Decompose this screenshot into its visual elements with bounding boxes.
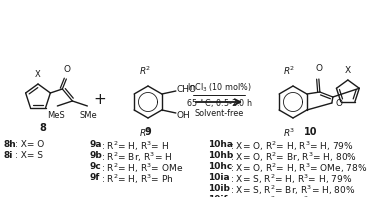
Text: : X= O, R$^2$= Br, R$^3$= H, 80%: : X= O, R$^2$= Br, R$^3$= H, 80%	[230, 151, 357, 164]
Text: 10if: 10if	[208, 195, 227, 197]
Text: Solvent-free: Solvent-free	[194, 109, 243, 117]
Text: 10ia: 10ia	[208, 173, 230, 182]
Text: : R$^2$= H, R$^3$= OMe: : R$^2$= H, R$^3$= OMe	[101, 162, 183, 175]
Text: 10hb: 10hb	[208, 151, 233, 160]
Text: 10ha: 10ha	[208, 140, 233, 149]
Text: O: O	[64, 65, 71, 74]
Text: 10hc: 10hc	[208, 162, 232, 171]
Text: : R$^2$= H, R$^3$= Ph: : R$^2$= H, R$^3$= Ph	[101, 173, 174, 186]
Text: SMe: SMe	[80, 111, 97, 120]
Text: $R^3$: $R^3$	[139, 127, 151, 139]
Text: 65 $^\circ$C, 0.5-2.0 h: 65 $^\circ$C, 0.5-2.0 h	[186, 97, 252, 109]
Text: 9b: 9b	[90, 151, 103, 160]
Text: 10ib: 10ib	[208, 184, 230, 193]
Text: 10: 10	[304, 127, 318, 137]
Text: CHO: CHO	[177, 85, 197, 94]
Text: 9f: 9f	[90, 173, 100, 182]
Text: $R^2$: $R^2$	[283, 65, 295, 77]
Text: 9a: 9a	[90, 140, 102, 149]
Text: 8i: 8i	[4, 151, 13, 160]
Text: InCl$_3$ (10 mol%): InCl$_3$ (10 mol%)	[187, 82, 251, 94]
Text: : R$^2$= H, R$^3$= H: : R$^2$= H, R$^3$= H	[101, 140, 169, 153]
Text: X: X	[345, 66, 351, 75]
Text: : X= O, R$^2$= H, R$^3$= OMe, 78%: : X= O, R$^2$= H, R$^3$= OMe, 78%	[230, 162, 367, 175]
Text: : X= S, R$^2$= Br, R$^3$= H, 80%: : X= S, R$^2$= Br, R$^3$= H, 80%	[230, 184, 356, 197]
Text: 9c: 9c	[90, 162, 102, 171]
Text: O: O	[336, 98, 343, 108]
Text: $R^3$: $R^3$	[283, 127, 295, 139]
Text: : X= S, R$^2$= H, R$^3$= H, 79%: : X= S, R$^2$= H, R$^3$= H, 79%	[230, 173, 352, 186]
Text: : X= O: : X= O	[15, 140, 44, 149]
Text: : X= S, R$^2$= H, R$^3$= Ph, 78%: : X= S, R$^2$= H, R$^3$= Ph, 78%	[230, 195, 357, 197]
Text: +: +	[94, 91, 106, 107]
Text: : X= O, R$^2$= H, R$^3$= H, 79%: : X= O, R$^2$= H, R$^3$= H, 79%	[230, 140, 354, 153]
Text: O: O	[315, 64, 322, 73]
Text: 8: 8	[40, 123, 46, 133]
Text: 8h: 8h	[4, 140, 17, 149]
Text: X: X	[35, 70, 41, 79]
Text: 9: 9	[145, 127, 151, 137]
Text: MeS: MeS	[47, 111, 65, 120]
Text: : X= S: : X= S	[15, 151, 43, 160]
Text: : R$^2$= Br, R$^3$= H: : R$^2$= Br, R$^3$= H	[101, 151, 172, 164]
Text: OH: OH	[177, 111, 191, 120]
Text: $R^2$: $R^2$	[139, 65, 151, 77]
